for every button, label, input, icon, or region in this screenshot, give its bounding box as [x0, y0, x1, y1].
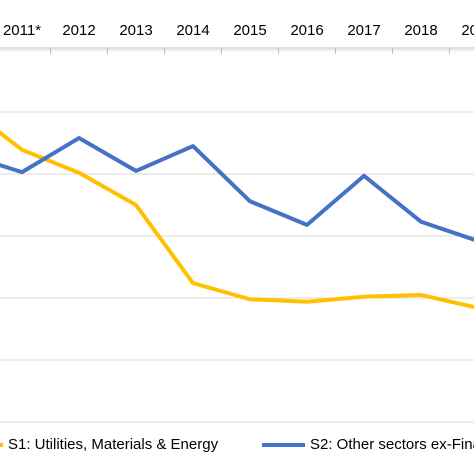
x-tick-label: 2019	[461, 22, 474, 39]
x-tick-label: 2013	[119, 22, 152, 39]
x-tick-label: 2015	[233, 22, 266, 39]
series-line	[0, 136, 474, 242]
x-tick-label: 2017	[347, 22, 380, 39]
legend-label: S2: Other sectors ex-Financials	[310, 436, 474, 453]
x-tick-label: 2014	[176, 22, 209, 39]
x-tick-label: 2016	[290, 22, 323, 39]
x-tick-label: 2012	[62, 22, 95, 39]
x-tick-label: 2011*	[3, 22, 41, 39]
series-line	[0, 130, 474, 310]
legend-label: S1: Utilities, Materials & Energy	[8, 436, 219, 453]
x-tick-label: 2018	[404, 22, 437, 39]
